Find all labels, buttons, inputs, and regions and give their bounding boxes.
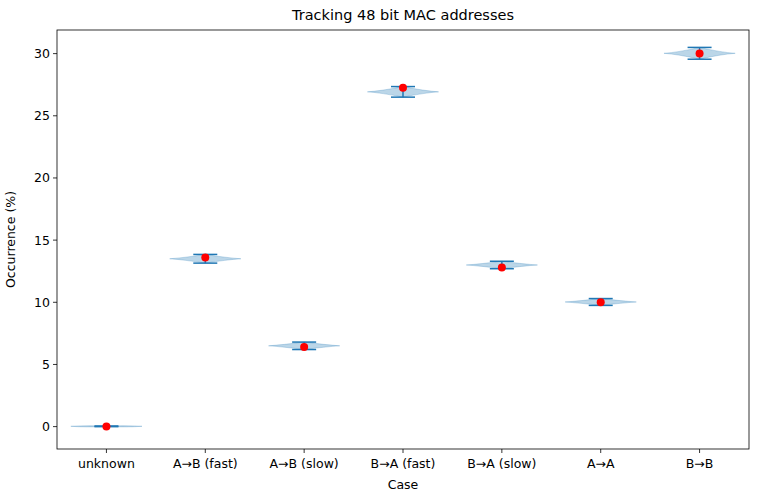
mean-marker: [102, 423, 110, 431]
violin-max-cap: [292, 341, 316, 343]
violin-body: [170, 254, 241, 263]
x-tick-label: B→A (slow): [467, 456, 536, 471]
violin-max-cap: [490, 261, 514, 263]
x-tick-label: A→A: [587, 456, 615, 471]
y-tick: [53, 302, 57, 303]
x-tick: [501, 449, 502, 453]
mean-marker: [399, 84, 407, 92]
violin-body: [664, 47, 735, 59]
y-tick-label: 10: [34, 295, 50, 310]
y-tick: [53, 177, 57, 178]
x-tick: [403, 449, 404, 453]
mean-marker: [498, 263, 506, 271]
y-tick-label: 20: [34, 170, 50, 185]
x-tick-label: A→B (fast): [173, 456, 238, 471]
y-tick: [53, 240, 57, 241]
y-tick-label: 5: [42, 357, 50, 372]
y-tick: [53, 364, 57, 365]
y-tick-label: 0: [42, 419, 50, 434]
x-tick: [699, 449, 700, 453]
y-tick: [53, 426, 57, 427]
plot-frame: [57, 30, 749, 449]
violin-body: [565, 299, 636, 306]
x-tick: [205, 449, 206, 453]
x-tick-label: A→B (slow): [270, 456, 339, 471]
plot-area: [71, 47, 735, 430]
x-axis-label: Case: [388, 477, 419, 492]
x-tick-label: B→B: [686, 456, 714, 471]
y-tick-label: 25: [34, 108, 50, 123]
title: Tracking 48 bit MAC addresses: [291, 7, 514, 23]
mean-marker: [201, 254, 209, 262]
x-tick: [304, 449, 305, 453]
violin-min-cap: [391, 96, 415, 98]
y-tick: [53, 115, 57, 116]
chart: Tracking 48 bit MAC addresses 0 5 10 15 20 25 3…: [0, 0, 758, 498]
mean-marker: [300, 343, 308, 351]
y-tick: [53, 53, 57, 54]
violin-min-cap: [193, 262, 217, 264]
y-tick-label: 30: [34, 46, 50, 61]
violin-min-cap: [688, 58, 712, 60]
mean-marker: [597, 298, 605, 306]
x-tick: [600, 449, 601, 453]
y-tick-label: 15: [34, 233, 50, 248]
x-tick-label: unknown: [78, 456, 135, 471]
x-tick: [106, 449, 107, 453]
mean-marker: [696, 50, 704, 58]
y-axis-label: Occurrence (%): [3, 191, 18, 288]
violin-max-cap: [688, 47, 712, 49]
x-tick-label: B→A (fast): [371, 456, 436, 471]
